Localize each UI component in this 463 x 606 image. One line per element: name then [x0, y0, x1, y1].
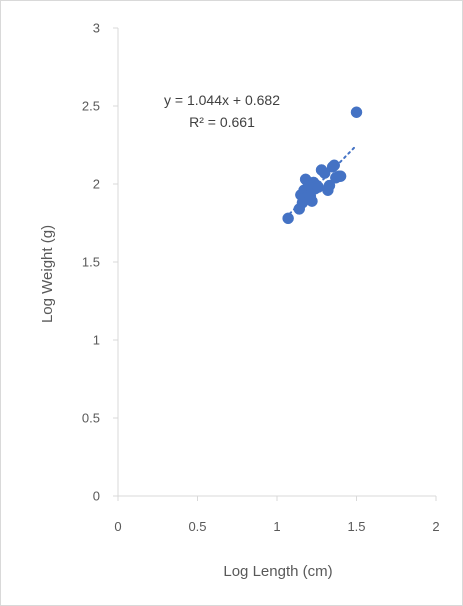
data-points	[283, 107, 362, 224]
y-tick-label: 2.5	[82, 99, 100, 114]
y-tick-label: 3	[93, 21, 100, 36]
x-axis-title: Log Length (cm)	[223, 563, 332, 580]
y-tick-label: 0.5	[82, 411, 100, 426]
x-tick-label: 2	[432, 519, 439, 534]
x-tick-label: 0	[114, 519, 121, 534]
data-point	[329, 160, 340, 171]
data-point	[306, 196, 317, 207]
y-tick-label: 0	[93, 489, 100, 504]
data-point	[351, 107, 362, 118]
x-tick-label: 0.5	[188, 519, 206, 534]
y-tick-label: 2	[93, 177, 100, 192]
trendline-r2: R² = 0.661	[189, 114, 255, 130]
x-tick-label: 1	[273, 519, 280, 534]
data-point	[335, 171, 346, 182]
y-tick-label: 1	[93, 333, 100, 348]
y-tick-label: 1.5	[82, 255, 100, 270]
y-axis-title: Log Weight (g)	[39, 225, 56, 323]
x-tick-label: 1.5	[347, 519, 365, 534]
data-point	[283, 213, 294, 224]
trendline-equation: y = 1.044x + 0.682	[164, 92, 280, 108]
